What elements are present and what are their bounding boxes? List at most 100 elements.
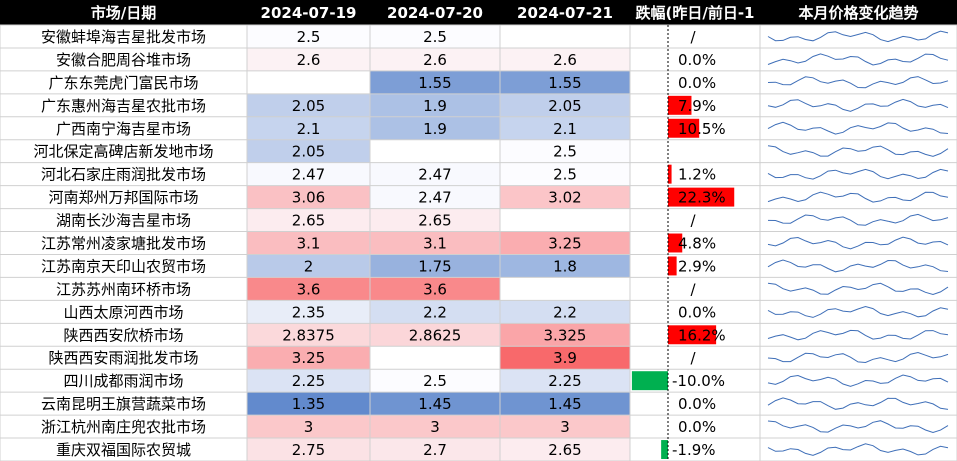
heat-cell — [370, 300, 500, 324]
change: 16.2% — [678, 326, 726, 344]
heat-cell — [247, 415, 370, 439]
heat-cell — [247, 231, 370, 255]
market-name: 陕西西安欣桥市场 — [63, 326, 183, 344]
heat-cell — [247, 116, 370, 140]
price: 3 — [430, 418, 440, 436]
change: 1.2% — [678, 166, 716, 184]
heat-cell — [500, 415, 630, 439]
price: 2.8625 — [409, 326, 462, 344]
price: 2.65 — [292, 212, 325, 230]
change: 7.9% — [678, 97, 716, 115]
heat-cell — [247, 93, 370, 117]
heat-cell — [370, 70, 500, 94]
sparkline — [767, 351, 949, 364]
price: 2.65 — [418, 212, 451, 230]
market-name: 四川成都雨润市场 — [63, 372, 183, 390]
heat-cell — [500, 93, 630, 117]
sparkline — [767, 305, 949, 318]
market-name: 安徽蚌埠海吉星批发市场 — [41, 28, 206, 46]
price: 2.47 — [292, 166, 325, 184]
heat-cell — [500, 47, 630, 71]
data-bar — [668, 118, 700, 138]
price: 3.02 — [548, 189, 581, 207]
heat-cell — [370, 254, 500, 278]
heat-cell — [500, 185, 630, 209]
data-bar — [668, 95, 692, 115]
sparkline — [767, 76, 949, 89]
heat-cell — [370, 208, 500, 232]
heat-cell — [247, 208, 370, 232]
price: 3.06 — [292, 189, 325, 207]
sparkline — [767, 397, 949, 410]
price: 2.1 — [297, 120, 321, 138]
heat-cell — [247, 277, 370, 301]
heat-cell — [247, 139, 370, 163]
market-name: 江苏苏州南环桥市场 — [56, 280, 191, 298]
price: 1.55 — [548, 74, 581, 92]
heat-cell — [500, 369, 630, 393]
price: 2.47 — [418, 166, 451, 184]
price: 2.05 — [292, 97, 325, 115]
sparkline — [767, 191, 949, 203]
sparkline — [767, 213, 949, 226]
market-name: 安徽合肥周谷堆市场 — [56, 51, 191, 69]
heat-cell — [370, 25, 500, 48]
heat-cell — [500, 116, 630, 140]
market-name: 山西太原河西市场 — [63, 303, 183, 321]
price: 1.45 — [548, 395, 581, 413]
change: 0.0% — [678, 303, 716, 321]
price: 1.55 — [418, 74, 451, 92]
price: 3.1 — [423, 235, 447, 253]
price: 2.25 — [548, 372, 581, 390]
sparkline — [767, 420, 949, 434]
sparkline — [767, 30, 949, 43]
price: 2.5 — [553, 166, 577, 184]
price: 2.7 — [423, 441, 447, 459]
heat-cell — [500, 162, 630, 186]
heat-cell — [247, 346, 370, 370]
sparkline — [767, 282, 949, 296]
price: 3.25 — [548, 235, 581, 253]
data-bar — [668, 233, 683, 253]
heat-cell — [247, 392, 370, 416]
data-bar — [661, 440, 668, 459]
price: 2.6 — [553, 51, 577, 69]
sparkline — [767, 145, 949, 157]
change: 0.0% — [678, 395, 716, 413]
heat-cell — [500, 139, 630, 163]
heat-cell — [370, 47, 500, 71]
price: 2.2 — [423, 303, 447, 321]
market-name: 河南郑州万邦国际市场 — [48, 189, 198, 207]
header-cell: 2024-07-20 — [387, 4, 483, 22]
sparkline — [767, 259, 949, 273]
header-cell: 2024-07-21 — [517, 4, 613, 22]
sparkline — [767, 236, 949, 250]
sparkline — [767, 98, 949, 112]
price: 3 — [304, 418, 314, 436]
heat-cell — [370, 392, 500, 416]
header-cell: 市场/日期 — [91, 4, 156, 22]
change: 2.9% — [678, 257, 716, 275]
price: 2.5 — [553, 143, 577, 161]
sparkline — [767, 168, 949, 180]
heat-cell — [247, 47, 370, 71]
price: 3.325 — [544, 326, 587, 344]
change: 0.0% — [678, 51, 716, 69]
sparkline — [767, 53, 949, 66]
heat-cell — [370, 116, 500, 140]
heat-cell — [247, 438, 370, 461]
price: 1.75 — [418, 257, 451, 275]
heat-cell — [500, 70, 630, 94]
change: / — [690, 280, 696, 298]
heat-cell — [500, 323, 630, 347]
heat-cell — [500, 438, 630, 461]
price: 3.6 — [297, 280, 321, 298]
data-bar — [668, 256, 677, 276]
price: 3.9 — [553, 349, 577, 367]
market-name: 浙江杭州南庄兜农批市场 — [41, 418, 206, 436]
sparkline — [767, 121, 949, 135]
heat-cell — [247, 300, 370, 324]
price: 2 — [304, 257, 314, 275]
heat-cell — [247, 25, 370, 48]
price: 1.9 — [423, 120, 447, 138]
